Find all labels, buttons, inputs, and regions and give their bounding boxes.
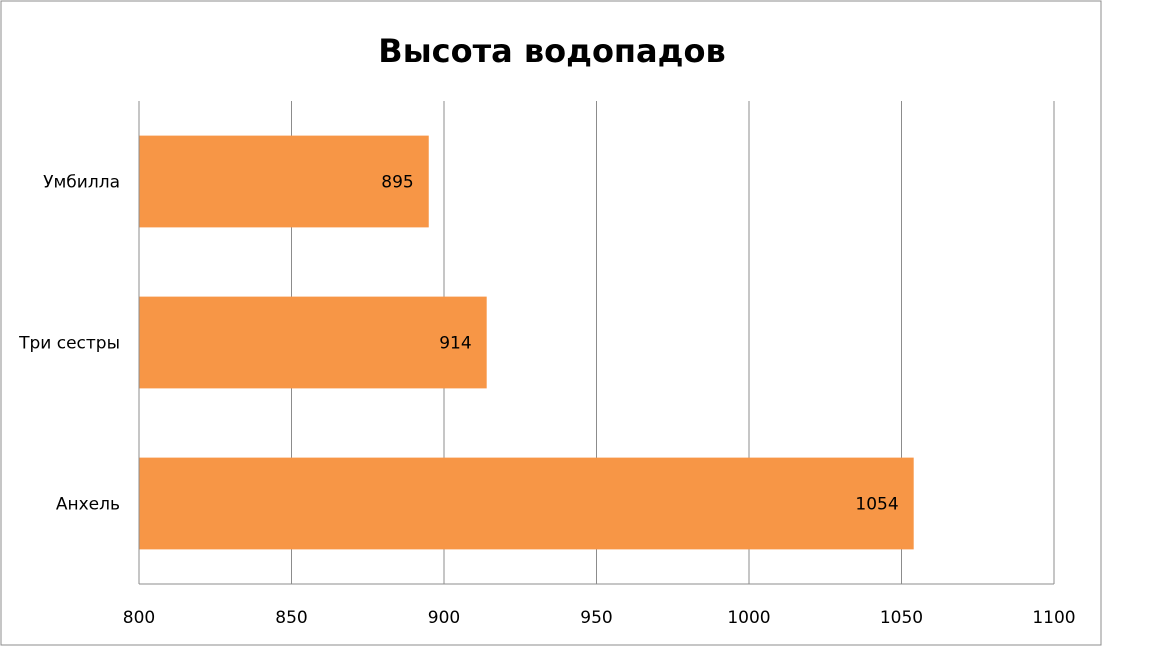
bars xyxy=(139,135,914,550)
data-label: 895 xyxy=(381,173,413,193)
data-label: 1054 xyxy=(855,495,898,515)
chart-title: Высота водопадов xyxy=(378,32,725,70)
x-tick-label: 900 xyxy=(428,608,460,628)
bar xyxy=(139,135,429,228)
bar xyxy=(139,457,914,550)
data-label: 914 xyxy=(439,334,471,354)
x-tick-label: 850 xyxy=(275,608,307,628)
axes xyxy=(138,101,1054,585)
y-category-label: Анхель xyxy=(56,495,120,515)
x-tick-label: 800 xyxy=(123,608,155,628)
labels: 800 850 900 950 1000 1050 1100 Умбилла 895 Три се… xyxy=(18,173,1076,629)
x-tick-label: 950 xyxy=(580,608,612,628)
x-tick-label: 1100 xyxy=(1032,608,1075,628)
x-tick-label: 1050 xyxy=(880,608,923,628)
bar xyxy=(139,296,487,389)
x-tick-label: 1000 xyxy=(727,608,770,628)
y-category-label: Умбилла xyxy=(43,173,120,193)
y-category-label: Три сестры xyxy=(18,334,120,354)
